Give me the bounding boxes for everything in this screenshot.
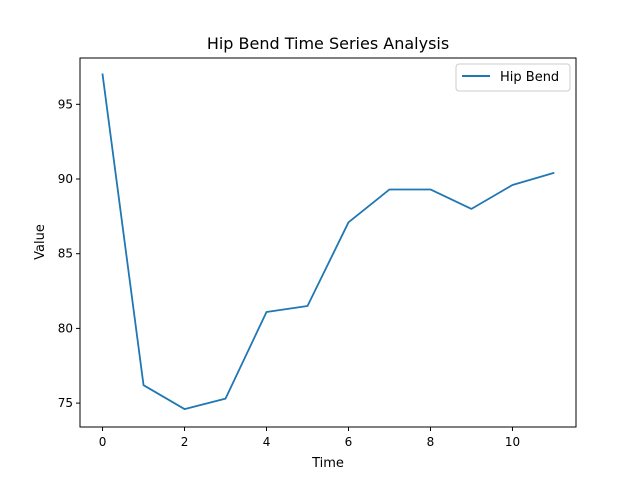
y-tick-label: 95 (58, 97, 73, 111)
series-layer (101, 73, 555, 410)
x-axis-ticks: 0 2 4 6 8 10 (99, 427, 520, 449)
y-axis-ticks: 75 80 85 90 95 (58, 97, 80, 410)
y-tick-label: 90 (58, 172, 73, 186)
series-line-hip-bend (101, 73, 555, 410)
legend: Hip Bend (455, 63, 571, 92)
x-tick-label: 2 (181, 435, 189, 449)
y-tick-label: 75 (58, 396, 73, 410)
y-axis-label: Value (33, 224, 48, 260)
x-tick-label: 4 (263, 435, 271, 449)
x-axis-label: Time (311, 456, 344, 471)
chart-title: Hip Bend Time Series Analysis (207, 34, 449, 53)
y-tick-label: 80 (58, 321, 73, 335)
x-tick-label: 10 (505, 435, 520, 449)
legend-label: Hip Bend (500, 70, 559, 85)
x-tick-label: 6 (345, 435, 353, 449)
y-tick-label: 85 (58, 247, 73, 261)
x-tick-label: 0 (99, 435, 107, 449)
plot-area (79, 57, 577, 428)
legend-box (455, 63, 571, 92)
x-tick-label: 8 (427, 435, 435, 449)
